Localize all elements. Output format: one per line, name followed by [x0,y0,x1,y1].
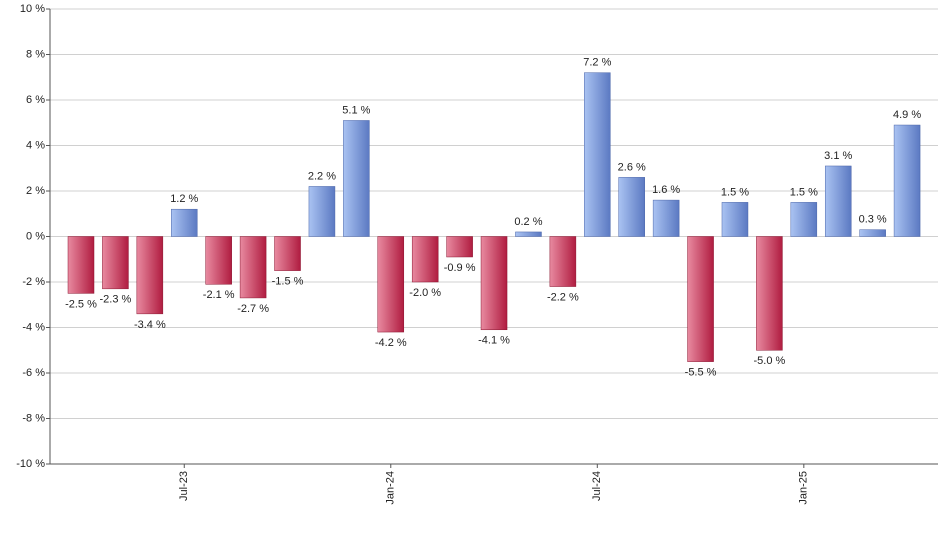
value-label: -2.5 % [65,298,97,310]
value-label: -2.7 % [237,303,269,315]
x-tick-label: Jan-25 [798,471,810,505]
y-tick-label: 6 % [26,94,45,106]
bar [790,202,818,237]
bar [618,177,645,237]
value-label: 1.6 % [652,184,680,196]
bar [859,229,886,237]
value-label: -5.0 % [754,355,786,367]
bar [411,236,439,283]
bar [274,236,301,271]
bar [343,120,370,237]
value-label: 2.2 % [308,170,336,182]
y-tick-label: -4 % [22,321,45,333]
value-label: -4.1 % [478,335,510,347]
y-tick-label: 2 % [26,185,45,197]
bar [652,199,680,237]
y-tick-label: -8 % [22,412,45,424]
y-tick-label: 8 % [26,48,45,60]
y-tick-label: 0 % [26,230,45,242]
bar [136,236,164,315]
y-tick-label: 10 % [20,3,45,15]
value-label: -5.5 % [685,367,717,379]
value-label: -2.3 % [100,294,132,306]
value-label: 0.3 % [859,214,887,226]
bar [549,236,577,287]
bar [102,236,129,290]
bar [377,236,405,333]
value-label: 7.2 % [583,57,611,69]
bar [67,236,95,294]
value-label: 0.2 % [514,216,542,228]
value-label: -2.1 % [203,289,235,301]
value-label: -2.2 % [547,291,579,303]
value-label: 1.5 % [721,186,749,198]
bar [446,236,473,258]
bar [515,231,542,237]
bar [205,236,232,285]
value-label: -1.5 % [272,276,304,288]
bar [756,236,783,351]
x-tick-label: Jan-24 [385,471,397,505]
y-tick-label: 4 % [26,139,45,151]
bar [721,202,749,237]
value-label: -0.9 % [444,262,476,274]
bar [893,124,921,237]
value-label: 1.5 % [790,186,818,198]
value-label: -4.2 % [375,337,407,349]
bar [584,72,611,237]
value-label: 5.1 % [342,104,370,116]
value-label: 4.9 % [893,109,921,121]
y-tick-label: -10 % [16,458,45,470]
x-tick-label: Jul-24 [591,471,603,501]
x-tick-label: Jul-23 [178,471,190,501]
value-label: 2.6 % [618,161,646,173]
bar [687,236,714,362]
bar [480,236,508,331]
y-tick-label: -2 % [22,276,45,288]
value-label: -2.0 % [409,287,441,299]
value-label: 1.2 % [170,193,198,205]
bar [308,186,336,237]
bar [171,208,198,237]
value-label: 3.1 % [824,150,852,162]
bar [239,236,267,299]
bar [824,165,852,237]
y-tick-label: -6 % [22,367,45,379]
value-label: -3.4 % [134,319,166,331]
